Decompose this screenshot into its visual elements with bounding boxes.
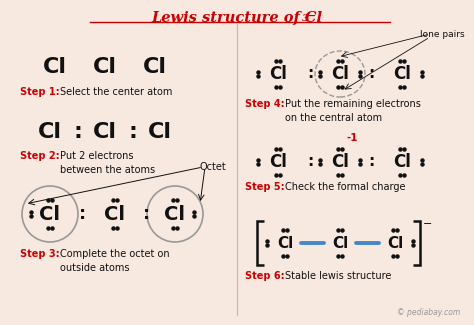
Text: -1: -1	[346, 133, 358, 143]
Text: 3: 3	[302, 14, 309, 23]
Text: Cl: Cl	[104, 204, 126, 224]
Text: Cl: Cl	[393, 65, 411, 83]
Text: Check the formal charge: Check the formal charge	[285, 182, 405, 192]
Text: :: :	[307, 154, 313, 170]
Text: Lewis structure of Cl: Lewis structure of Cl	[152, 11, 322, 25]
Text: Cl: Cl	[331, 65, 349, 83]
Text: Cl: Cl	[269, 153, 287, 171]
Text: Complete the octet on
outside atoms: Complete the octet on outside atoms	[60, 249, 170, 273]
Text: Cl: Cl	[143, 57, 167, 77]
Text: −: −	[423, 219, 432, 229]
Text: Select the center atom: Select the center atom	[60, 87, 173, 97]
Text: © pediabay.com: © pediabay.com	[397, 308, 460, 317]
Text: lone pairs: lone pairs	[420, 30, 465, 39]
Text: Cl: Cl	[393, 153, 411, 171]
Text: Put 2 electrons
between the atoms: Put 2 electrons between the atoms	[60, 151, 155, 175]
Text: Cl: Cl	[39, 204, 61, 224]
Text: :: :	[144, 205, 151, 223]
Text: :: :	[128, 122, 137, 142]
Text: :: :	[307, 67, 313, 82]
Text: Cl: Cl	[148, 122, 172, 142]
Text: Step 1:: Step 1:	[20, 87, 60, 97]
Text: Cl: Cl	[93, 57, 117, 77]
Text: :: :	[368, 67, 374, 82]
Text: Octet: Octet	[200, 162, 227, 172]
Text: Step 2:: Step 2:	[20, 151, 60, 161]
Text: −: −	[308, 12, 316, 21]
Text: Cl: Cl	[331, 153, 349, 171]
Text: Cl: Cl	[93, 122, 117, 142]
Text: Stable lewis structure: Stable lewis structure	[285, 271, 392, 281]
Text: Step 3:: Step 3:	[20, 249, 60, 259]
Text: :: :	[80, 205, 87, 223]
Text: Cl: Cl	[387, 236, 403, 251]
Text: Cl: Cl	[269, 65, 287, 83]
Text: Cl: Cl	[277, 236, 293, 251]
Text: Cl: Cl	[332, 236, 348, 251]
Text: Cl: Cl	[43, 57, 67, 77]
Text: Step 4:: Step 4:	[245, 99, 284, 109]
Text: :: :	[368, 154, 374, 170]
Text: :: :	[73, 122, 82, 142]
Text: Cl: Cl	[164, 204, 185, 224]
Text: Cl: Cl	[38, 122, 62, 142]
Text: Step 6:: Step 6:	[245, 271, 284, 281]
Text: Put the remaining electrons
on the central atom: Put the remaining electrons on the centr…	[285, 99, 421, 123]
Text: Step 5:: Step 5:	[245, 182, 284, 192]
